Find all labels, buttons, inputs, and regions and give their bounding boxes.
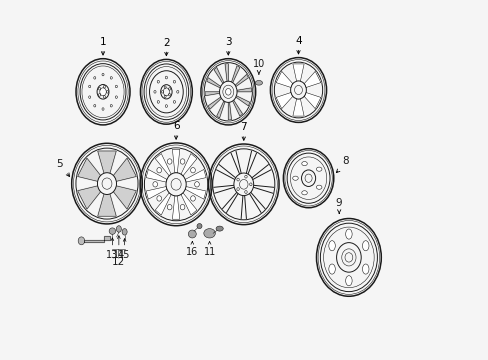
Ellipse shape: [216, 226, 223, 231]
Ellipse shape: [188, 230, 196, 238]
Text: 14: 14: [113, 250, 125, 260]
Text: 13: 13: [106, 250, 118, 260]
Ellipse shape: [157, 196, 161, 201]
Polygon shape: [181, 154, 197, 176]
Ellipse shape: [116, 226, 121, 232]
Ellipse shape: [97, 173, 116, 194]
Polygon shape: [78, 158, 101, 181]
Ellipse shape: [336, 243, 361, 272]
Polygon shape: [78, 186, 101, 209]
Text: 11: 11: [203, 247, 215, 257]
Polygon shape: [185, 170, 206, 182]
Polygon shape: [276, 93, 292, 109]
Ellipse shape: [122, 229, 127, 235]
Ellipse shape: [197, 224, 202, 229]
Polygon shape: [292, 64, 304, 81]
Ellipse shape: [190, 196, 195, 201]
Text: 3: 3: [224, 37, 231, 47]
Ellipse shape: [255, 81, 262, 85]
Text: 16: 16: [186, 247, 198, 257]
Ellipse shape: [100, 88, 106, 96]
Text: 7: 7: [240, 122, 246, 132]
Polygon shape: [98, 151, 116, 174]
Polygon shape: [276, 71, 292, 87]
Ellipse shape: [345, 276, 351, 286]
Ellipse shape: [167, 204, 172, 210]
Polygon shape: [208, 97, 222, 109]
Ellipse shape: [316, 185, 321, 189]
Polygon shape: [172, 149, 180, 173]
Text: 5: 5: [57, 159, 63, 168]
Ellipse shape: [362, 241, 368, 251]
Polygon shape: [113, 158, 136, 181]
Polygon shape: [98, 194, 116, 216]
Polygon shape: [228, 102, 231, 120]
Text: 15: 15: [118, 250, 130, 260]
Ellipse shape: [180, 204, 184, 210]
Polygon shape: [234, 75, 248, 87]
Polygon shape: [235, 95, 249, 106]
Polygon shape: [113, 186, 136, 209]
Text: 8: 8: [342, 157, 348, 166]
Polygon shape: [146, 186, 166, 199]
Polygon shape: [232, 100, 242, 116]
Ellipse shape: [203, 229, 215, 238]
Polygon shape: [214, 67, 224, 84]
Ellipse shape: [328, 241, 335, 251]
Ellipse shape: [157, 167, 161, 173]
Text: 10: 10: [252, 59, 264, 69]
Ellipse shape: [190, 167, 195, 173]
Ellipse shape: [301, 191, 306, 195]
Ellipse shape: [292, 176, 298, 180]
Polygon shape: [155, 154, 171, 176]
Polygon shape: [181, 193, 197, 215]
Ellipse shape: [166, 173, 186, 196]
Polygon shape: [204, 92, 220, 96]
Ellipse shape: [78, 237, 84, 245]
Ellipse shape: [194, 182, 199, 187]
Ellipse shape: [180, 159, 184, 164]
Ellipse shape: [153, 182, 157, 187]
Polygon shape: [292, 99, 304, 116]
Ellipse shape: [225, 89, 230, 95]
Ellipse shape: [316, 167, 321, 171]
Polygon shape: [224, 64, 228, 82]
Text: 6: 6: [172, 121, 179, 131]
Polygon shape: [185, 186, 206, 199]
Polygon shape: [236, 88, 251, 92]
Polygon shape: [155, 193, 171, 215]
Text: 4: 4: [295, 36, 301, 46]
Polygon shape: [216, 100, 225, 118]
Polygon shape: [304, 93, 320, 109]
Text: 12: 12: [112, 257, 125, 267]
Ellipse shape: [290, 81, 306, 99]
Ellipse shape: [328, 264, 335, 274]
Text: 9: 9: [335, 198, 342, 208]
Polygon shape: [146, 170, 166, 182]
Polygon shape: [84, 236, 110, 242]
Polygon shape: [231, 66, 240, 83]
Polygon shape: [172, 196, 180, 219]
Ellipse shape: [167, 159, 172, 164]
Polygon shape: [206, 78, 221, 88]
Ellipse shape: [345, 229, 351, 239]
Text: 2: 2: [163, 37, 169, 48]
Ellipse shape: [301, 162, 306, 166]
Ellipse shape: [233, 173, 253, 195]
Ellipse shape: [362, 264, 368, 274]
Ellipse shape: [109, 228, 115, 234]
Text: 1: 1: [100, 37, 106, 47]
Polygon shape: [304, 71, 320, 87]
Ellipse shape: [219, 81, 237, 102]
